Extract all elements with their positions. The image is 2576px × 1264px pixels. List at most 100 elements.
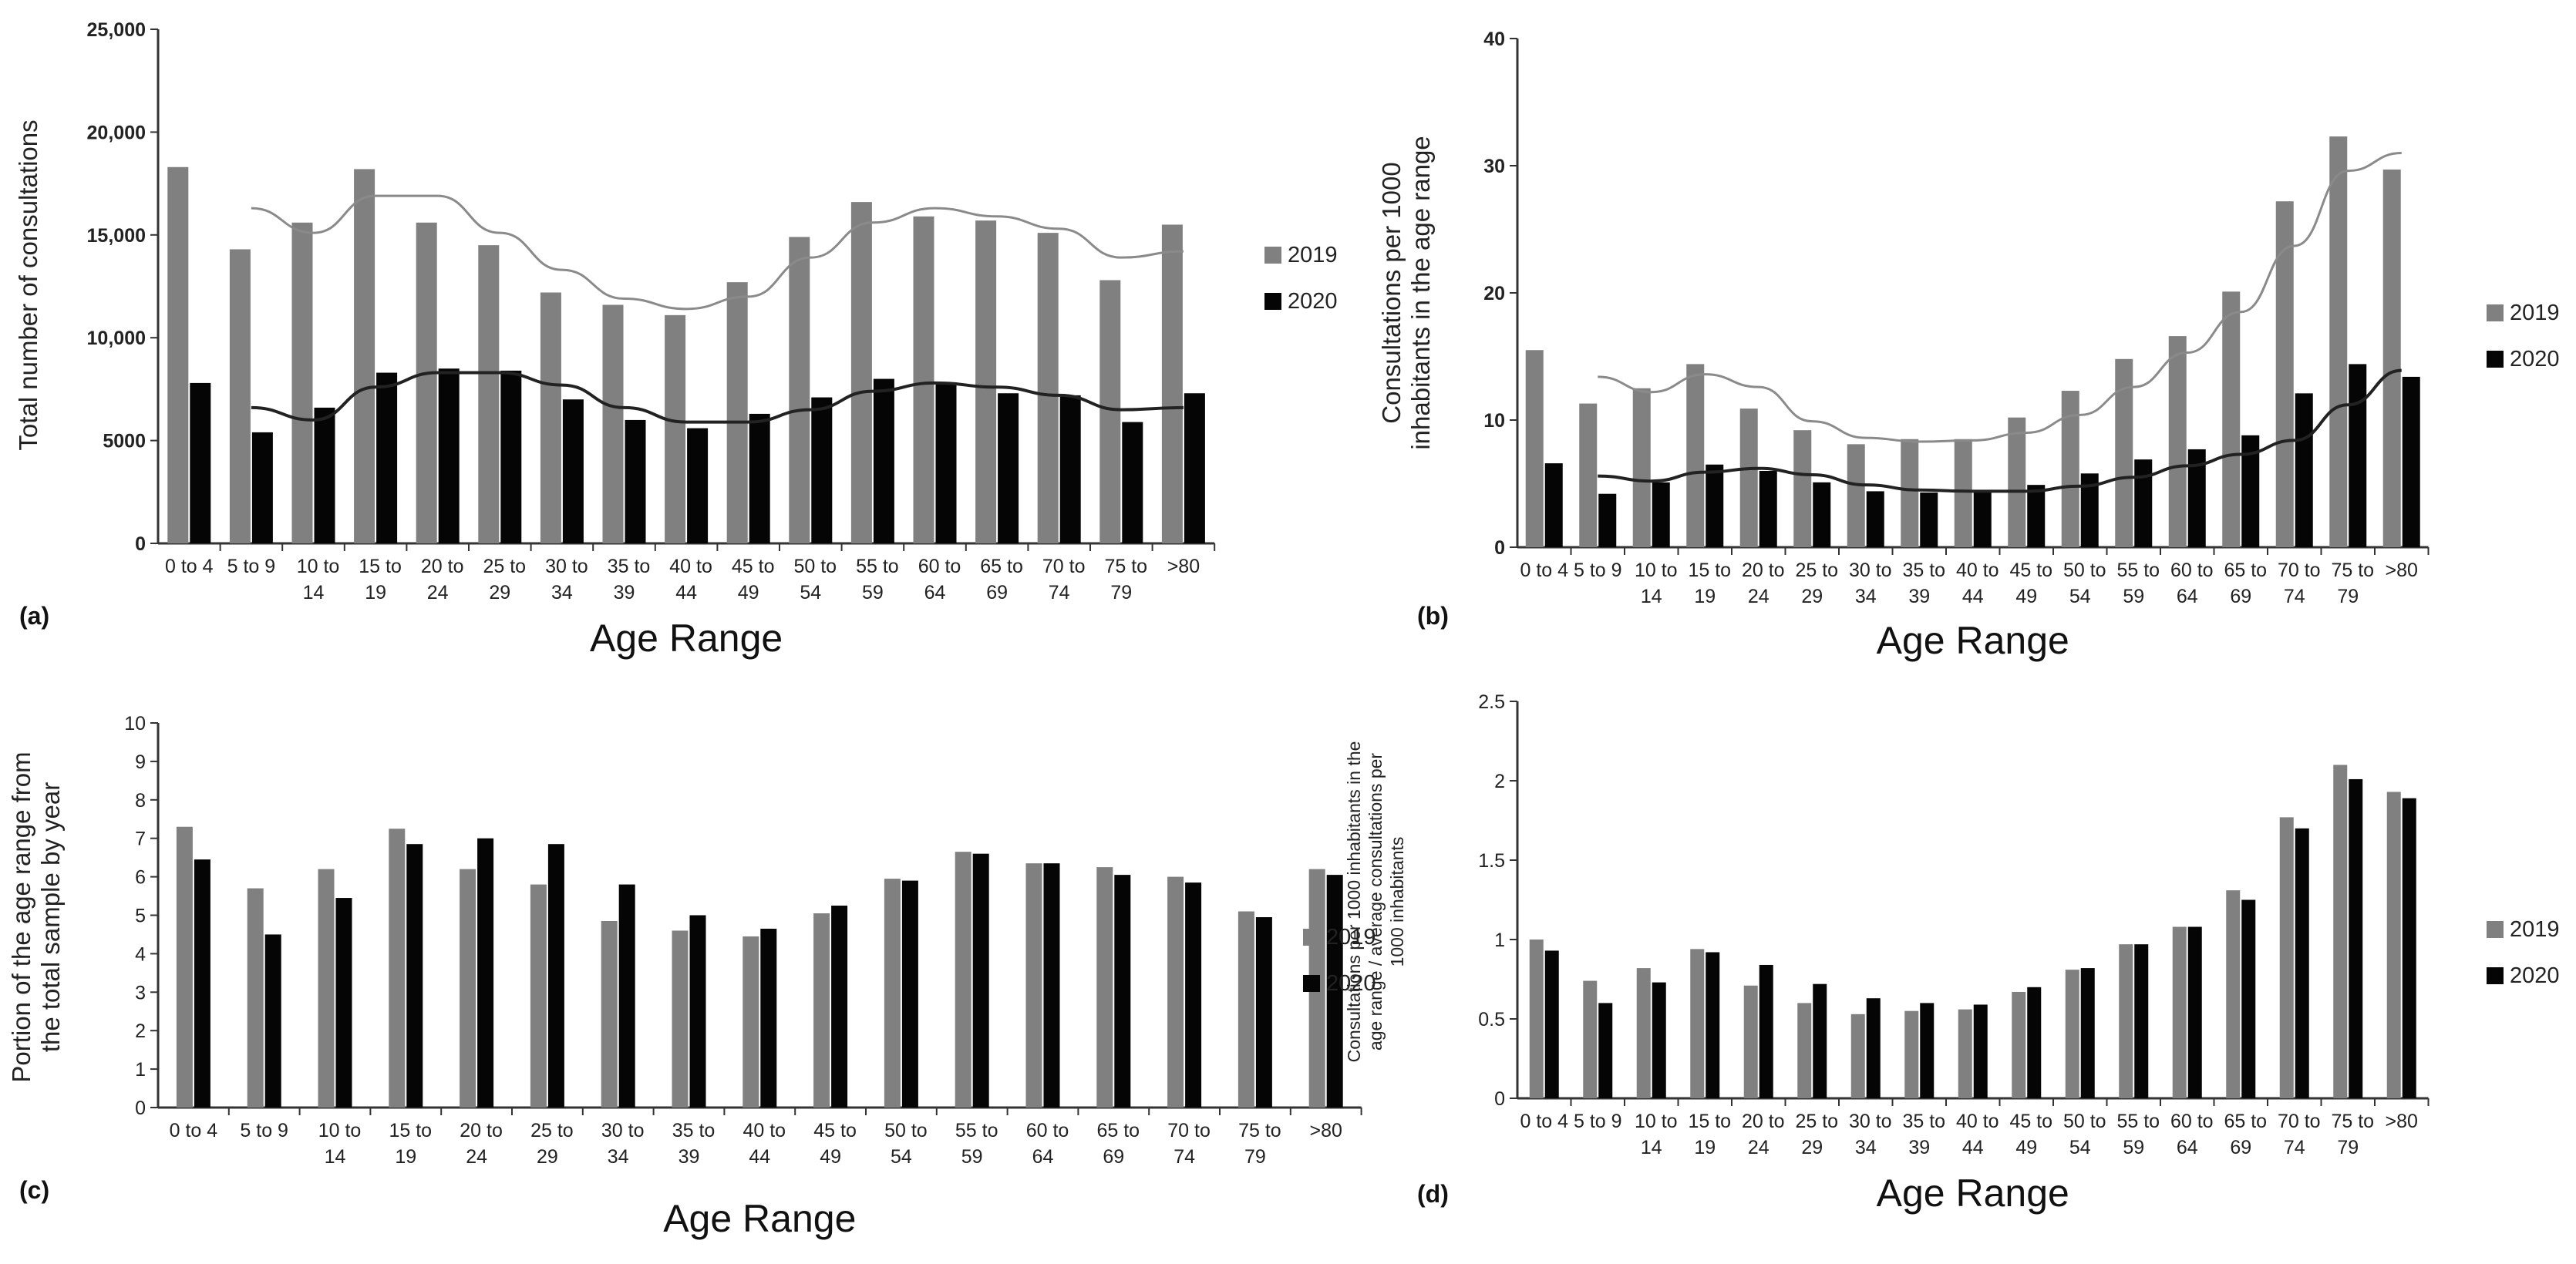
bar-2020-14 (1059, 395, 1081, 543)
x-tick-label: 0 to 4 (170, 1120, 218, 1141)
bar-2019-2 (1636, 968, 1651, 1098)
x-tick-label: 79 (2337, 1137, 2359, 1158)
bar-2020-10 (2080, 473, 2099, 547)
x-tick-label: 29 (1801, 1137, 1823, 1158)
bar-2019-3 (1690, 949, 1705, 1098)
bar-2019-15 (2329, 136, 2348, 548)
bar-2020-10 (2080, 968, 2095, 1098)
y-tick-label: 20 (1483, 283, 1505, 304)
x-tick-label: >80 (2386, 1111, 2418, 1132)
x-tick-label: >80 (2386, 560, 2418, 581)
bar-2019-2 (318, 869, 335, 1108)
trendline-2019 (1598, 152, 2402, 443)
x-tick-label: >80 (1309, 1120, 1342, 1141)
bar-2019-5 (1797, 1003, 1812, 1098)
bar-2020-7 (625, 419, 646, 543)
bar-2020-1 (1598, 1003, 1613, 1098)
x-tick-label: 24 (427, 582, 449, 603)
x-tick-label: 65 to (980, 556, 1023, 577)
y-axis-label: 1000 inhabitants (1387, 837, 1407, 967)
bar-2020-6 (562, 399, 584, 543)
x-tick-label: 30 to (1849, 1111, 1892, 1132)
x-tick-label: 5 to 9 (240, 1120, 288, 1141)
bar-2020-10 (811, 397, 833, 543)
x-tick-label: 34 (1855, 1137, 1877, 1158)
bar-2019-10 (789, 237, 810, 543)
x-tick-label: 5 to 9 (227, 556, 276, 577)
x-tick-label: 5 to 9 (1574, 560, 1622, 581)
y-axis-label: Total number of consultations (14, 119, 42, 450)
x-axis-label: Age Range (1877, 619, 2069, 662)
panel-label: (b) (1417, 602, 1449, 630)
x-tick-label: 45 to (732, 556, 775, 577)
bar-2020-9 (749, 413, 770, 543)
bar-2019-7 (672, 930, 689, 1108)
x-tick-label: 65 to (1096, 1120, 1140, 1141)
y-tick-label: 2.5 (1478, 691, 1505, 713)
bar-2019-5 (1793, 430, 1812, 547)
x-tick-label: 15 to (389, 1120, 432, 1141)
y-tick-label: 1 (1494, 930, 1505, 951)
bar-2020-11 (972, 853, 989, 1108)
bar-2019-4 (460, 869, 476, 1108)
x-tick-label: 50 to (2063, 560, 2106, 581)
bar-2019-0 (176, 826, 193, 1108)
bar-2019-15 (1237, 911, 1254, 1108)
bar-2019-14 (2275, 201, 2294, 547)
x-tick-label: 25 to (530, 1120, 574, 1141)
x-tick-label: 64 (2177, 586, 2198, 607)
legend-swatch-2020 (2487, 967, 2504, 984)
x-tick-label: 14 (303, 582, 325, 603)
x-tick-label: 30 to (545, 556, 588, 577)
bar-2019-5 (478, 245, 500, 543)
x-tick-label: 60 to (2170, 560, 2214, 581)
bar-2020-7 (1920, 492, 1938, 547)
x-tick-label: 74 (1049, 582, 1070, 603)
y-axis-label: Consultations per 1000 (1377, 162, 1406, 423)
x-tick-label: 44 (1962, 586, 1984, 607)
y-tick-label: 4 (135, 943, 146, 965)
bar-2020-2 (335, 898, 352, 1108)
bar-2019-3 (354, 169, 375, 543)
x-tick-label: 74 (2284, 586, 2305, 607)
bar-2020-13 (2241, 435, 2260, 547)
x-tick-label: 25 to (1795, 560, 1838, 581)
x-tick-label: 54 (2069, 586, 2091, 607)
chart-panel-a: 0 5000 10,000 15,000 20,000 25,000 0 to 4 5 to … (14, 19, 1338, 660)
legend-label-2020: 2020 (2510, 963, 2560, 988)
y-axis-label: the total sample by year (36, 782, 65, 1052)
y-tick-label: 0 (1494, 537, 1505, 559)
y-tick-label: 7 (135, 829, 146, 850)
x-tick-label: 10 to (318, 1120, 362, 1141)
x-tick-label: 24 (466, 1146, 487, 1168)
x-tick-label: 64 (924, 582, 946, 603)
bar-2020-5 (1813, 983, 1827, 1098)
x-tick-label: 49 (2015, 1137, 2037, 1158)
bar-2020-1 (264, 934, 281, 1108)
x-tick-label: 74 (2284, 1137, 2305, 1158)
trendline-2020 (251, 371, 1184, 424)
chart-panel-b: 0 10 20 30 40 0 to 4 5 to 9 10 to 14 15 to 19 20 to… (1377, 29, 2560, 662)
x-tick-label: 34 (1855, 586, 1877, 607)
bar-2020-9 (831, 906, 848, 1108)
bar-2019-3 (389, 829, 406, 1108)
x-tick-label: 79 (2337, 586, 2359, 607)
bar-2020-4 (1759, 964, 1773, 1098)
x-tick-label: 19 (395, 1146, 416, 1168)
bar-2019-16 (2386, 792, 2401, 1098)
bar-2019-4 (416, 222, 437, 543)
bar-2020-11 (873, 378, 894, 543)
x-tick-label: 65 to (2224, 560, 2267, 581)
x-tick-label: 70 to (1167, 1120, 1211, 1141)
bar-2020-5 (1813, 482, 1831, 547)
bar-2019-4 (1739, 408, 1758, 547)
y-tick-label: 1.5 (1478, 850, 1505, 872)
x-tick-label: 30 to (601, 1120, 645, 1141)
x-tick-label: 49 (2015, 586, 2037, 607)
x-tick-label: 45 to (2009, 1111, 2052, 1132)
bar-2020-8 (760, 928, 777, 1108)
x-tick-label: 64 (2177, 1137, 2198, 1158)
x-tick-label: 14 (1641, 1137, 1662, 1158)
legend-label-2020: 2020 (1288, 289, 1338, 314)
bar-2020-16 (2402, 798, 2416, 1098)
